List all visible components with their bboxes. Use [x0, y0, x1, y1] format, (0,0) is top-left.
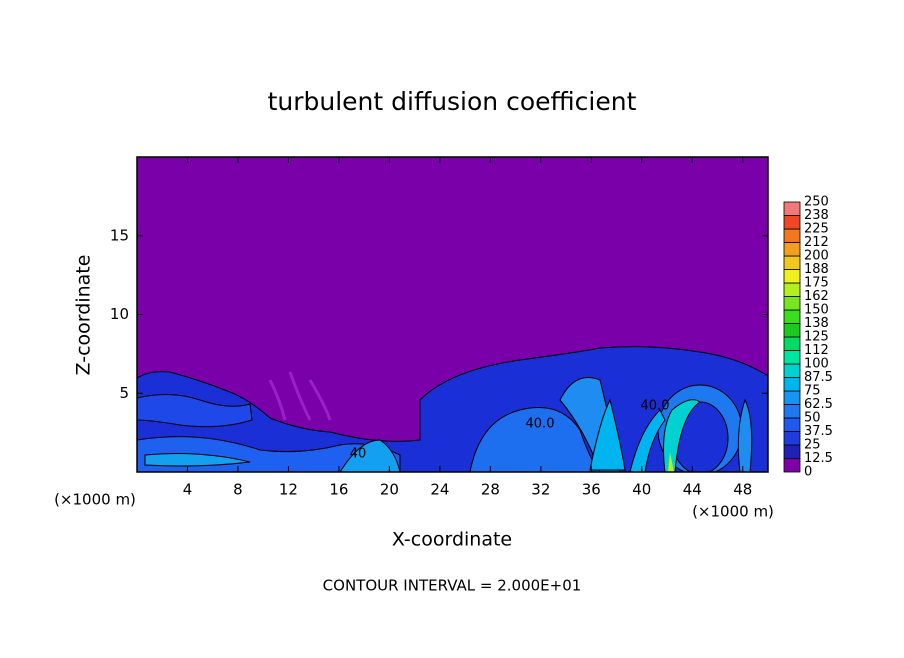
- colorbar-label: 225: [804, 222, 829, 237]
- colorbar-box: [783, 282, 801, 297]
- x-tick-label: 24: [430, 481, 449, 499]
- colorbar-box: [783, 431, 801, 446]
- colorbar-box: [783, 296, 801, 311]
- colorbar-label: 25: [804, 438, 821, 453]
- y-axis-label: Z-coordinate: [73, 255, 95, 376]
- colorbar-label: 250: [804, 195, 829, 210]
- y-tick-label: 15: [110, 226, 129, 244]
- y-tick-label: 10: [110, 305, 129, 323]
- x-tick-label: 36: [582, 481, 601, 499]
- colorbar-label: 12.5: [804, 451, 833, 466]
- colorbar-box: [783, 458, 801, 473]
- colorbar-box: [783, 417, 801, 432]
- x-tick-label: 44: [683, 481, 702, 499]
- colorbar-box: [783, 350, 801, 365]
- colorbar-box: [783, 336, 801, 351]
- y-tick-label: 5: [119, 384, 129, 402]
- x-tick-label: 16: [329, 481, 348, 499]
- colorbar-box: [783, 390, 801, 405]
- colorbar-box: [783, 255, 801, 270]
- footnote: CONTOUR INTERVAL = 2.000E+01: [323, 577, 582, 595]
- colorbar-label: 150: [804, 303, 829, 318]
- colorbar-box: [783, 201, 801, 216]
- colorbar-label: 238: [804, 208, 829, 223]
- x-tick-label: 8: [233, 481, 243, 499]
- colorbar-label: 62.5: [804, 397, 833, 412]
- colorbar-box: [783, 323, 801, 338]
- colorbar-label: 138: [804, 316, 829, 331]
- x-unit-label: (×1000 m): [692, 503, 774, 521]
- colorbar-label: 50: [804, 411, 821, 426]
- x-tick-label: 4: [183, 481, 193, 499]
- x-axis-label: X-coordinate: [392, 529, 512, 551]
- x-tick-label: 32: [531, 481, 550, 499]
- x-tick-label: 12: [279, 481, 298, 499]
- field: [137, 346, 768, 472]
- contour-label: 40: [350, 447, 367, 462]
- colorbar-label: 87.5: [804, 370, 833, 385]
- colorbar-label: 212: [804, 235, 829, 250]
- colorbar-box: [783, 242, 801, 257]
- colorbar-box: [783, 377, 801, 392]
- chart-title: turbulent diffusion coefficient: [268, 87, 637, 116]
- colorbar-label: 162: [804, 289, 829, 304]
- colorbar-label: 100: [804, 357, 829, 372]
- colorbar-box: [783, 228, 801, 243]
- colorbar-label: 175: [804, 276, 829, 291]
- x-tick-label: 48: [733, 481, 752, 499]
- colorbar-label: 112: [804, 343, 829, 358]
- colorbar-box: [783, 404, 801, 419]
- colorbar-label: 75: [804, 384, 821, 399]
- y-unit-label: (×1000 m): [54, 491, 136, 509]
- x-tick-label: 20: [380, 481, 399, 499]
- x-tick-label: 40: [632, 481, 651, 499]
- colorbar-label: 37.5: [804, 424, 833, 439]
- contour-label: 40.0: [641, 399, 670, 414]
- contour-label: 40.0: [526, 417, 555, 432]
- colorbar-label: 200: [804, 249, 829, 264]
- colorbar-box: [783, 269, 801, 284]
- colorbar-box: [783, 215, 801, 230]
- colorbar-label: 188: [804, 262, 829, 277]
- colorbar-box: [783, 309, 801, 324]
- colorbar-label: 0: [804, 465, 812, 480]
- colorbar-box: [783, 363, 801, 378]
- colorbar-label: 125: [804, 330, 829, 345]
- colorbar-box: [783, 444, 801, 459]
- x-tick-label: 28: [481, 481, 500, 499]
